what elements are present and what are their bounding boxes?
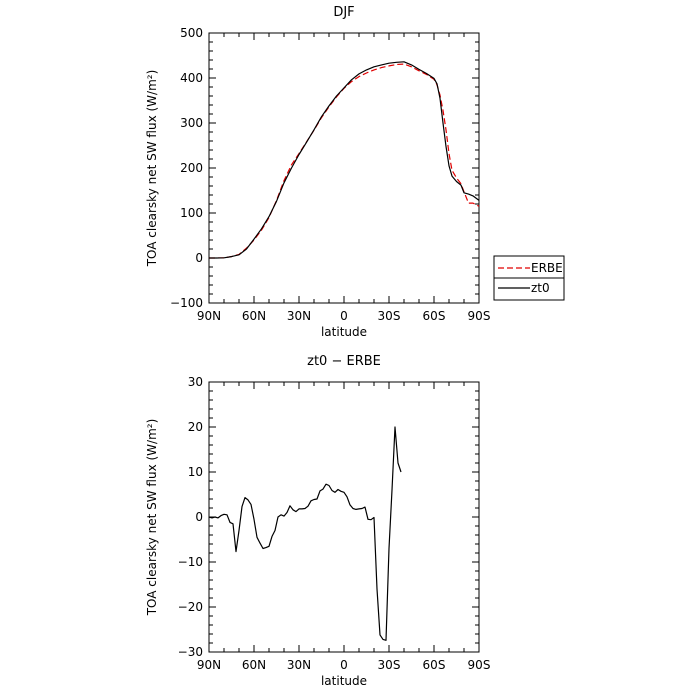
y-tick-label: 20 (188, 420, 203, 434)
series-line-zt0 (209, 61, 480, 259)
x-tick-label: 30S (378, 658, 401, 672)
y-tick-label: −20 (178, 600, 203, 614)
y-tick-label: 200 (180, 161, 203, 175)
difference-panel: zt0 − ERBE 90N 60N 30N 0 30S 60S 90S −30 −20 −10 0 1… (145, 354, 490, 688)
plot-frame (208, 32, 480, 304)
series-line-difference (208, 426, 402, 641)
plot-frame (208, 381, 480, 653)
x-tick-label: 90S (468, 658, 491, 672)
x-tick-label: 30N (287, 658, 311, 672)
y-tick-label: 400 (180, 71, 203, 85)
y-axis-label: TOA clearsky net SW flux (W/m²) (145, 70, 159, 268)
x-tick-label: 0 (340, 658, 348, 672)
x-tick-label: 0 (340, 309, 348, 323)
x-tick-label: 90S (468, 309, 491, 323)
chart-title: zt0 − ERBE (307, 354, 381, 369)
legend-label-zt0: zt0 (531, 281, 550, 295)
x-tick-label: 60N (242, 658, 266, 672)
y-tick-label: −30 (178, 645, 203, 659)
y-tick-label: −10 (178, 555, 203, 569)
y-tick-label: 0 (195, 251, 203, 265)
flux-panel: DJF 90N 60N 30N 0 30S 60S 90S −100 0 100 200 300 400 5… (145, 5, 565, 339)
legend-label-erbe: ERBE (531, 261, 563, 275)
chart-title: DJF (333, 5, 354, 20)
y-tick-label: 100 (180, 206, 203, 220)
x-tick-label: 60S (423, 309, 446, 323)
x-tick-label: 30S (378, 309, 401, 323)
x-tick-label: 30N (287, 309, 311, 323)
y-tick-label: 10 (188, 465, 203, 479)
y-tick-label: 500 (180, 26, 203, 40)
x-axis-label: latitude (321, 674, 367, 688)
x-tick-label: 90N (197, 309, 221, 323)
y-tick-label: 300 (180, 116, 203, 130)
x-tick-label: 90N (197, 658, 221, 672)
y-tick-label: −100 (170, 296, 203, 310)
y-axis-label: TOA clearsky net SW flux (W/m²) (145, 419, 159, 617)
y-tick-label: 30 (188, 375, 203, 389)
series-line-erbe (209, 63, 480, 259)
x-tick-label: 60S (423, 658, 446, 672)
y-tick-label: 0 (195, 510, 203, 524)
x-tick-label: 60N (242, 309, 266, 323)
x-axis-label: latitude (321, 325, 367, 339)
